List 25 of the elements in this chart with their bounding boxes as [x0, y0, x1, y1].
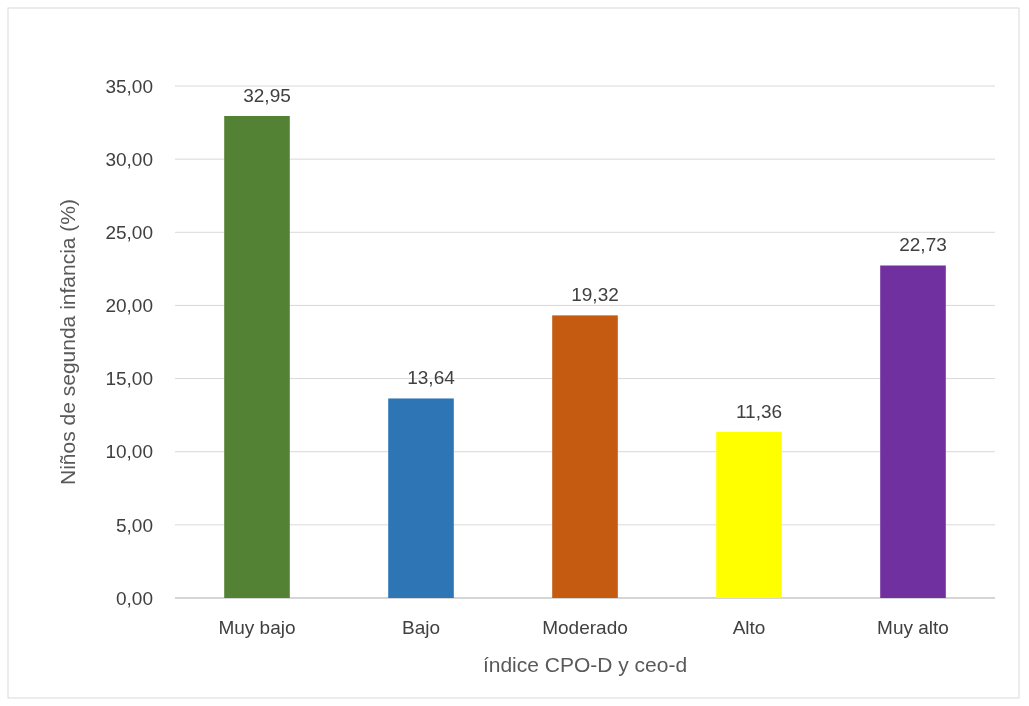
x-tick-label: Muy bajo: [218, 617, 296, 638]
bar: [880, 265, 946, 598]
x-tick-label: Moderado: [542, 617, 628, 638]
y-axis-title: Niños de segunda infancia (%): [56, 198, 79, 486]
x-tick-label: Bajo: [401, 617, 441, 638]
y-tick-label: 0,00: [116, 587, 153, 609]
y-tick-label: 30,00: [105, 148, 153, 170]
x-axis-title: índice CPO-D y ceo-d: [482, 653, 688, 676]
data-label: 13,64: [407, 367, 456, 389]
y-tick-label: 5,00: [116, 514, 153, 536]
data-label: 11,36: [735, 400, 783, 422]
y-tick-label: 15,00: [105, 368, 153, 390]
data-label: 19,32: [571, 284, 619, 306]
y-tick-label: 35,00: [105, 75, 153, 97]
y-tick-label: 20,00: [105, 295, 153, 317]
x-tick-label: Alto: [732, 617, 766, 638]
data-label: 32,95: [243, 84, 291, 106]
bar: [552, 315, 618, 598]
bar: [716, 431, 782, 598]
y-tick-label: 25,00: [105, 221, 153, 243]
data-label: 22,73: [899, 234, 947, 256]
bar: [388, 398, 454, 598]
x-tick-label: Muy alto: [877, 617, 949, 638]
bar: [224, 115, 290, 598]
y-tick-label: 10,00: [105, 441, 153, 463]
